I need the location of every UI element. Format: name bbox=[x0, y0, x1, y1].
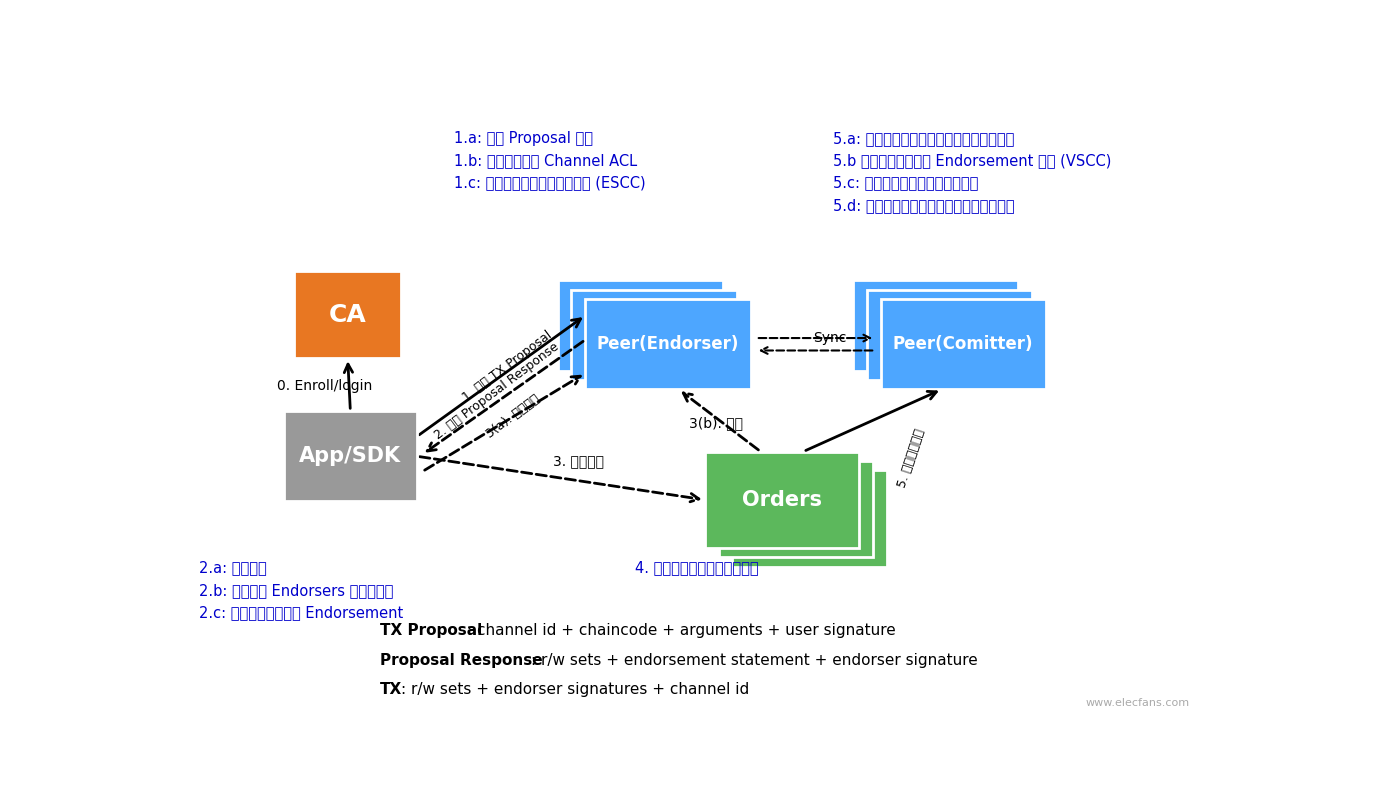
Text: Peer(Endorser): Peer(Endorser) bbox=[597, 335, 740, 353]
FancyBboxPatch shape bbox=[572, 290, 737, 380]
Text: TX: TX bbox=[380, 683, 402, 697]
Text: CA: CA bbox=[329, 303, 367, 326]
FancyBboxPatch shape bbox=[866, 290, 1031, 380]
Text: App/SDK: App/SDK bbox=[300, 446, 402, 466]
Text: Peer(Comitter): Peer(Comitter) bbox=[892, 335, 1034, 353]
Text: Proposal Response: Proposal Response bbox=[380, 653, 542, 667]
Text: 1.a: 校验 Proposal 签名
1.b: 检查是否满足 Channel ACL
1.c: 模拟执行交易并对结果签名 (ESCC): 1.a: 校验 Proposal 签名 1.b: 检查是否满足 Channel … bbox=[454, 131, 646, 191]
Text: TX Proposal: TX Proposal bbox=[380, 623, 481, 638]
FancyBboxPatch shape bbox=[558, 280, 723, 371]
FancyBboxPatch shape bbox=[719, 461, 873, 558]
Text: 5.a: 检查交易结构完整性、签名、是否重复
5.b 校验交易是否符合 Endorsement 策略 (VSCC)
5.c: 检查读集合中版本跟账本一致
5.d: 5.a: 检查交易结构完整性、签名、是否重复 5.b 校验交易是否符合 Endo… bbox=[832, 131, 1111, 213]
FancyBboxPatch shape bbox=[704, 452, 859, 548]
Text: 0. Enroll/login: 0. Enroll/login bbox=[276, 379, 371, 393]
FancyBboxPatch shape bbox=[283, 411, 417, 501]
Text: 3. 发送交易: 3. 发送交易 bbox=[553, 455, 605, 469]
FancyBboxPatch shape bbox=[852, 280, 1018, 371]
Text: www.elecfans.com: www.elecfans.com bbox=[1085, 698, 1189, 708]
Text: : channel id + chaincode + arguments + user signature: : channel id + chaincode + arguments + u… bbox=[468, 623, 895, 638]
Text: 2.a: 校验签名
2.b: 比对多个 Endorsers 的回复结果
2.c: 检查是否收集足够 Endorsement: 2.a: 校验签名 2.b: 比对多个 Endorsers 的回复结果 2.c:… bbox=[198, 561, 403, 620]
Text: : r/w sets + endorser signatures + channel id: : r/w sets + endorser signatures + chann… bbox=[402, 683, 749, 697]
Text: Orders: Orders bbox=[742, 490, 822, 510]
Text: 3(a). 提交交易: 3(a). 提交交易 bbox=[484, 392, 542, 440]
FancyBboxPatch shape bbox=[586, 299, 751, 389]
Text: 2. 回复 Proposal Response: 2. 回复 Proposal Response bbox=[432, 340, 561, 442]
Text: : r/w sets + endorsement statement + endorser signature: : r/w sets + endorsement statement + end… bbox=[531, 653, 978, 667]
Text: 4. 对交易进行排序，构造区块: 4. 对交易进行排序，构造区块 bbox=[635, 561, 759, 575]
FancyBboxPatch shape bbox=[880, 299, 1045, 389]
Text: 3(b). 转发: 3(b). 转发 bbox=[689, 417, 742, 431]
Text: 5. 发送交易区块: 5. 发送交易区块 bbox=[895, 427, 927, 489]
FancyBboxPatch shape bbox=[733, 470, 887, 566]
Text: 1. 发送 TX Proposal: 1. 发送 TX Proposal bbox=[461, 329, 554, 404]
Text: Sync: Sync bbox=[813, 331, 846, 345]
FancyBboxPatch shape bbox=[294, 271, 402, 358]
